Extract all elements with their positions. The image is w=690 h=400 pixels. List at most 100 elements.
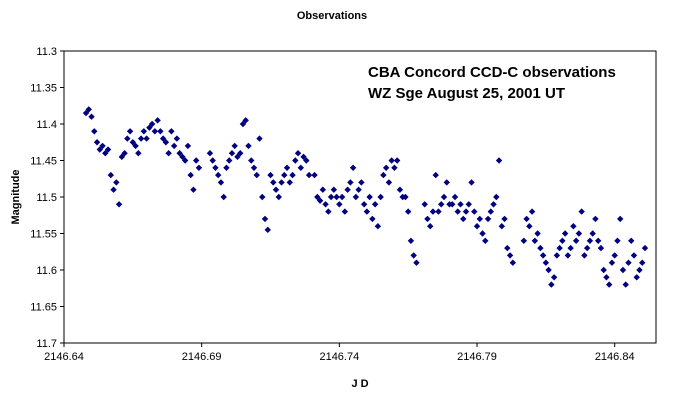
- data-point: [314, 193, 321, 201]
- data-point: [371, 201, 379, 208]
- data-point: [250, 164, 258, 171]
- data-point: [594, 237, 602, 244]
- data-point: [468, 179, 475, 186]
- data-point: [633, 274, 640, 281]
- data-point: [107, 171, 115, 179]
- data-point: [619, 266, 627, 274]
- data-point: [641, 244, 649, 252]
- data-point: [292, 157, 299, 164]
- data-point: [504, 244, 511, 252]
- data-point: [427, 223, 434, 230]
- data-point: [311, 171, 318, 179]
- data-point: [209, 157, 216, 164]
- data-point: [137, 135, 145, 142]
- annotation-line-1: CBA Concord CCD-C observations: [368, 64, 616, 81]
- y-tick-label: 11.7: [36, 338, 57, 350]
- plot-area: [63, 50, 657, 344]
- data-point: [283, 164, 291, 171]
- y-tick-label: 11.55: [30, 229, 57, 241]
- data-point: [608, 259, 616, 266]
- data-point: [360, 201, 368, 208]
- data-point: [272, 186, 280, 193]
- data-point: [449, 201, 456, 208]
- y-tick-label: 11.3: [36, 46, 57, 58]
- data-point: [462, 208, 470, 215]
- data-point: [151, 128, 159, 135]
- data-point: [617, 215, 624, 223]
- data-point: [583, 244, 591, 252]
- data-point: [523, 215, 530, 223]
- data-point: [487, 208, 494, 215]
- data-point: [493, 193, 500, 201]
- data-point: [146, 124, 153, 131]
- data-point: [234, 153, 241, 161]
- data-point: [126, 128, 134, 135]
- data-point: [159, 135, 167, 142]
- data-point: [220, 193, 227, 201]
- data-point: [212, 164, 219, 171]
- data-point: [217, 179, 225, 186]
- data-point: [380, 171, 387, 179]
- data-point: [206, 150, 214, 157]
- data-point: [132, 142, 139, 150]
- data-point: [490, 201, 497, 208]
- data-point: [333, 193, 340, 201]
- data-point: [344, 186, 351, 193]
- data-point: [237, 150, 244, 157]
- data-point: [451, 193, 459, 201]
- data-point: [303, 157, 310, 164]
- data-point: [528, 208, 536, 215]
- data-point: [248, 157, 255, 164]
- data-point: [391, 164, 398, 171]
- data-point: [231, 142, 238, 150]
- data-point: [124, 135, 131, 142]
- data-point: [256, 135, 263, 142]
- data-point: [173, 135, 181, 142]
- data-point: [93, 139, 101, 146]
- data-point: [473, 223, 481, 230]
- data-point: [297, 164, 304, 171]
- data-point: [611, 252, 618, 259]
- data-point: [358, 179, 365, 186]
- y-tick-label: 11.35: [30, 83, 57, 95]
- data-point: [294, 150, 302, 157]
- data-point: [581, 252, 588, 259]
- data-point: [184, 142, 192, 150]
- data-point: [192, 157, 200, 164]
- data-point: [484, 215, 492, 223]
- data-point: [402, 193, 409, 201]
- data-point: [140, 128, 148, 135]
- data-point: [347, 179, 354, 186]
- data-point: [319, 186, 327, 193]
- data-point: [592, 215, 599, 223]
- data-point: [382, 164, 390, 171]
- y-tick-label: 11.6: [36, 265, 57, 277]
- data-point: [559, 237, 566, 244]
- data-point: [482, 237, 489, 244]
- data-point: [413, 259, 420, 266]
- data-point: [572, 237, 580, 244]
- data-point: [264, 226, 271, 234]
- data-point: [113, 179, 120, 186]
- data-point: [396, 186, 404, 193]
- data-point: [286, 179, 293, 186]
- data-point: [545, 266, 552, 274]
- data-point: [476, 215, 483, 223]
- data-point: [242, 117, 249, 124]
- data-point: [165, 150, 172, 157]
- data-points: [82, 106, 649, 288]
- data-point: [99, 142, 106, 150]
- data-point: [281, 171, 288, 179]
- data-point: [636, 266, 643, 274]
- data-point: [270, 179, 277, 186]
- data-point: [267, 171, 274, 179]
- y-axis-label: Magnitude: [10, 170, 22, 225]
- data-point: [460, 215, 467, 223]
- data-point: [471, 208, 478, 215]
- y-tick-label: 11.65: [30, 302, 57, 314]
- data-point: [501, 215, 508, 223]
- data-point: [275, 193, 282, 201]
- data-point: [404, 208, 412, 215]
- data-point: [639, 259, 646, 266]
